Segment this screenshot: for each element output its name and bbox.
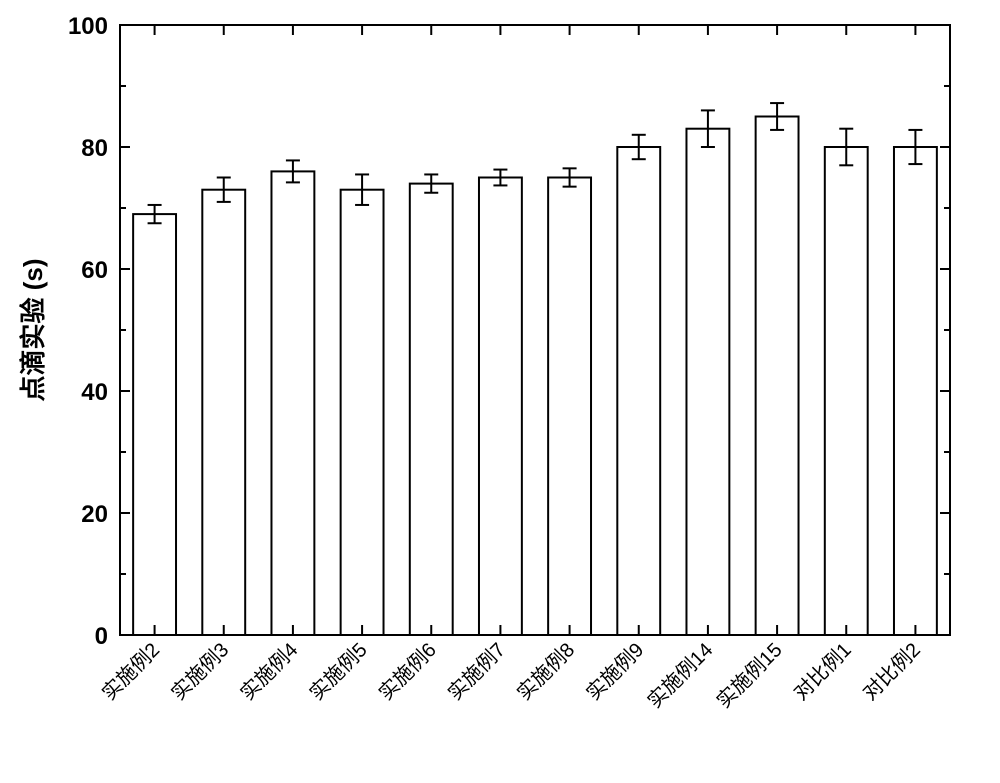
bar-chart: 020406080100点滴实验 (s)实施例2实施例3实施例4实施例5实施例6… <box>0 0 1000 778</box>
y-tick-label: 100 <box>68 13 108 40</box>
bar <box>825 147 868 635</box>
y-tick-label: 20 <box>81 501 108 528</box>
y-axis-label: 点滴实验 (s) <box>18 258 48 401</box>
bar <box>756 117 799 636</box>
y-tick-label: 80 <box>81 135 108 162</box>
y-tick-label: 0 <box>95 623 108 650</box>
chart-svg: 020406080100点滴实验 (s)实施例2实施例3实施例4实施例5实施例6… <box>0 0 1000 778</box>
bar <box>410 184 453 635</box>
bar <box>548 178 591 636</box>
bar <box>479 178 522 636</box>
y-tick-label: 40 <box>81 379 108 406</box>
bar <box>617 147 660 635</box>
bar <box>686 129 729 635</box>
y-tick-label: 60 <box>81 257 108 284</box>
bar <box>202 190 245 635</box>
bar <box>894 147 937 635</box>
bar <box>341 190 384 635</box>
bar <box>271 171 314 635</box>
bar <box>133 214 176 635</box>
